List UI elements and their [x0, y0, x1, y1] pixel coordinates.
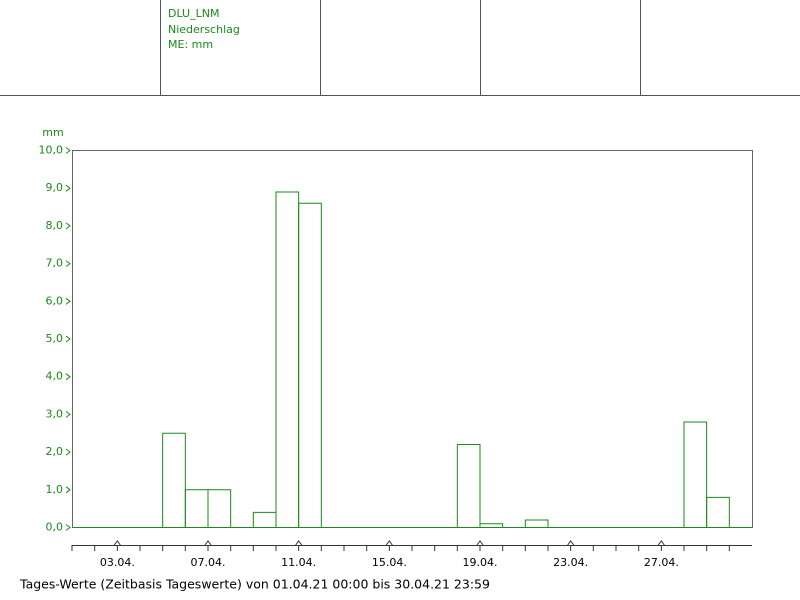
footnote: Tages-Werte (Zeitbasis Tageswerte) von 0…: [19, 577, 490, 592]
bar: [683, 421, 708, 528]
x-tick-marker: [204, 540, 212, 546]
bar: [524, 519, 549, 528]
x-tick-label: 15.04.: [372, 556, 407, 569]
y-tick: [65, 147, 71, 154]
bar: [456, 444, 481, 528]
y-tick: [65, 222, 71, 230]
y-tick-label: 7,0: [46, 257, 64, 270]
x-tick-marker: [295, 540, 303, 546]
y-tick: [65, 260, 71, 267]
x-tick-label: 07.04.: [191, 556, 226, 569]
header-line: DLU_LNM: [168, 7, 219, 20]
x-tick-label: 23.04.: [553, 556, 588, 569]
x-tick-label: 19.04.: [463, 556, 498, 569]
header-line: Niederschlag: [168, 23, 240, 36]
y-tick-label: 6,0: [46, 294, 64, 307]
bar: [275, 191, 300, 528]
y-tick: [65, 524, 71, 531]
x-tick-label: 27.04.: [644, 556, 679, 569]
header-line: ME: mm: [168, 38, 213, 51]
x-tick-marker: [567, 540, 575, 546]
plot-frame: [72, 150, 753, 528]
y-tick: [65, 297, 71, 305]
y-tick-label: 10,0: [39, 144, 64, 157]
bar: [184, 489, 209, 528]
bar: [207, 489, 232, 528]
y-tick-label: 4,0: [46, 370, 64, 383]
y-tick-label: 8,0: [46, 219, 64, 232]
y-tick-label: 2,0: [46, 445, 64, 458]
x-tick-marker: [385, 540, 393, 546]
y-tick-label: 3,0: [46, 407, 64, 420]
x-tick-label: 03.04.: [100, 556, 135, 569]
y-tick: [65, 486, 71, 494]
y-tick: [65, 184, 71, 192]
y-tick-label: 9,0: [46, 181, 64, 194]
x-tick-marker: [657, 540, 665, 546]
y-tick: [65, 335, 71, 343]
bar: [298, 202, 322, 528]
y-tick-label: 1,0: [46, 483, 64, 496]
y-tick: [65, 373, 71, 381]
bar: [479, 523, 504, 528]
y-tick: [65, 448, 71, 456]
x-tick-marker: [113, 540, 121, 546]
bar: [162, 432, 186, 528]
y-axis-label: mm: [42, 126, 63, 139]
y-tick: [65, 411, 71, 418]
bar: [706, 496, 730, 528]
x-tick-marker: [476, 540, 484, 546]
x-tick-label: 11.04.: [281, 556, 316, 569]
y-tick-label: 0,0: [46, 521, 64, 534]
y-tick-label: 5,0: [46, 332, 64, 345]
bar: [252, 511, 277, 528]
